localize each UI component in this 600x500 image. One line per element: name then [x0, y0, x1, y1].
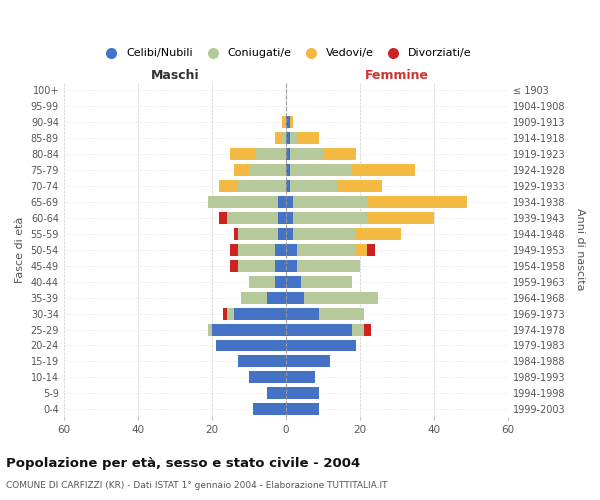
Bar [278, 196, 286, 208]
Bar [256, 148, 286, 160]
Bar [364, 324, 371, 336]
Bar [286, 148, 290, 160]
Bar [208, 196, 278, 208]
Bar [301, 276, 352, 287]
Bar [286, 372, 316, 384]
Bar [234, 308, 286, 320]
Bar [286, 228, 293, 239]
Bar [286, 308, 319, 320]
Bar [253, 404, 286, 415]
Bar [227, 308, 234, 320]
Bar [219, 212, 227, 224]
Bar [293, 228, 356, 239]
Bar [338, 180, 382, 192]
Bar [367, 212, 434, 224]
Bar [278, 228, 286, 239]
Bar [293, 212, 367, 224]
Bar [238, 180, 286, 192]
Bar [223, 308, 227, 320]
Y-axis label: Anni di nascita: Anni di nascita [575, 208, 585, 291]
Text: Popolazione per età, sesso e stato civile - 2004: Popolazione per età, sesso e stato civil… [6, 458, 360, 470]
Bar [278, 212, 286, 224]
Bar [234, 228, 238, 239]
Bar [290, 148, 323, 160]
Bar [304, 292, 379, 304]
Text: Femmine: Femmine [365, 69, 429, 82]
Bar [286, 388, 319, 400]
Bar [275, 132, 282, 144]
Bar [356, 244, 367, 256]
Bar [268, 292, 286, 304]
Bar [241, 292, 268, 304]
Bar [286, 196, 293, 208]
Bar [275, 276, 286, 287]
Bar [286, 164, 290, 176]
Text: COMUNE DI CARFIZZI (KR) - Dati ISTAT 1° gennaio 2004 - Elaborazione TUTTITALIA.I: COMUNE DI CARFIZZI (KR) - Dati ISTAT 1° … [6, 481, 388, 490]
Bar [286, 116, 290, 128]
Bar [352, 324, 364, 336]
Bar [238, 228, 278, 239]
Bar [234, 164, 249, 176]
Bar [230, 148, 256, 160]
Bar [286, 276, 301, 287]
Bar [275, 260, 286, 272]
Bar [286, 324, 352, 336]
Bar [286, 180, 290, 192]
Bar [286, 260, 297, 272]
Bar [297, 244, 356, 256]
Bar [238, 356, 286, 368]
Bar [290, 132, 297, 144]
Bar [286, 212, 293, 224]
Bar [249, 164, 286, 176]
Bar [367, 244, 374, 256]
Bar [290, 180, 338, 192]
Bar [356, 228, 401, 239]
Bar [286, 292, 304, 304]
Bar [249, 372, 286, 384]
Bar [238, 244, 275, 256]
Bar [319, 308, 364, 320]
Bar [286, 356, 330, 368]
Text: Maschi: Maschi [151, 69, 199, 82]
Bar [352, 164, 415, 176]
Bar [282, 116, 286, 128]
Bar [367, 196, 467, 208]
Bar [297, 132, 319, 144]
Bar [286, 244, 297, 256]
Bar [219, 180, 238, 192]
Bar [297, 260, 360, 272]
Bar [238, 260, 275, 272]
Bar [290, 116, 293, 128]
Bar [323, 148, 356, 160]
Bar [215, 340, 286, 351]
Bar [268, 388, 286, 400]
Bar [230, 244, 238, 256]
Bar [282, 132, 286, 144]
Legend: Celibi/Nubili, Coniugati/e, Vedovi/e, Divorziati/e: Celibi/Nubili, Coniugati/e, Vedovi/e, Di… [96, 44, 476, 63]
Bar [286, 404, 319, 415]
Bar [249, 276, 275, 287]
Bar [286, 132, 290, 144]
Bar [286, 340, 356, 351]
Bar [208, 324, 212, 336]
Y-axis label: Fasce di età: Fasce di età [15, 216, 25, 283]
Bar [227, 212, 278, 224]
Bar [275, 244, 286, 256]
Bar [293, 196, 367, 208]
Bar [290, 164, 352, 176]
Bar [230, 260, 238, 272]
Bar [212, 324, 286, 336]
